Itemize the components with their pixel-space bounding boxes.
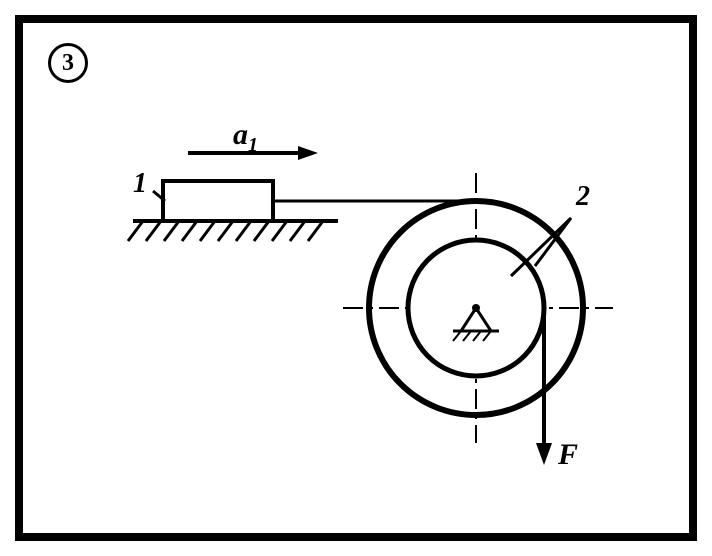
acceleration-label: a1 [233,118,258,157]
ground-surface [128,221,338,241]
body-2-label: 2 [576,181,590,213]
block-body-1 [163,181,273,221]
force-label: F [558,438,578,472]
body-1-label: 1 [133,168,147,200]
mechanics-diagram [23,23,689,533]
diagram-frame: 3 [15,15,697,541]
